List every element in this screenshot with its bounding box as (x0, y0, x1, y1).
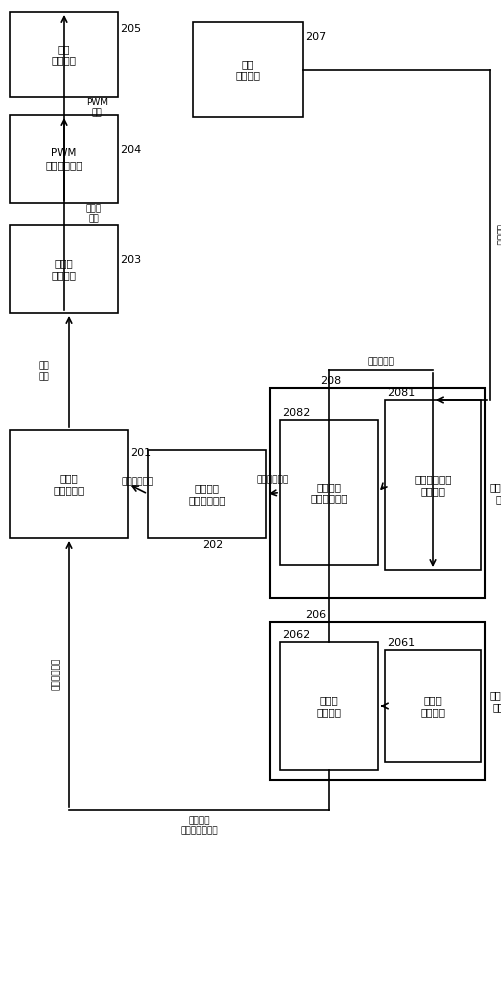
Text: 片圖像
選擇單元: 片圖像 選擇單元 (316, 695, 341, 717)
Text: 206: 206 (305, 610, 326, 620)
Bar (270, 388, 484, 598)
Text: 伽馬校正信息
計算單元: 伽馬校正信息 計算單元 (413, 474, 451, 496)
Text: 2061: 2061 (386, 638, 414, 648)
Text: 輸入圖像
數據（片圖像）: 輸入圖像 數據（片圖像） (180, 816, 217, 835)
Text: 片選擇信息: 片選擇信息 (367, 357, 394, 366)
Text: 205: 205 (120, 24, 141, 34)
Text: 伽馬校正
信息存儲單元: 伽馬校正 信息存儲單元 (188, 483, 225, 505)
Text: 片圖像
存儲單元: 片圖像 存儲單元 (420, 695, 444, 717)
Text: 208: 208 (319, 376, 341, 386)
Text: 203: 203 (120, 255, 141, 265)
Bar (280, 642, 377, 770)
Bar (192, 22, 303, 117)
Text: 伽馬校
正處理單元: 伽馬校 正處理單元 (53, 473, 85, 495)
Text: 半色調
數據: 半色調 數據 (86, 204, 102, 224)
Text: 圖像
形成單元: 圖像 形成單元 (52, 44, 76, 65)
Text: 濃度
檢測單元: 濃度 檢測單元 (235, 59, 260, 80)
Text: 2081: 2081 (386, 388, 414, 398)
Text: 伽馬校正信息
更新單元: 伽馬校正信息 更新單元 (489, 482, 501, 504)
Text: 204: 204 (120, 145, 141, 155)
Bar (10, 115, 118, 203)
Text: 207: 207 (305, 32, 326, 42)
Text: 圖像
數據: 圖像 數據 (38, 362, 49, 381)
Text: PWM
信號: PWM 信號 (86, 98, 108, 117)
Text: 2082: 2082 (282, 408, 310, 418)
Bar (384, 650, 480, 762)
Bar (148, 450, 266, 538)
Text: 伽馬校正信息: 伽馬校正信息 (257, 476, 289, 485)
Text: 201: 201 (130, 448, 151, 458)
Text: 片圖像輸出
指示單元: 片圖像輸出 指示單元 (489, 690, 501, 712)
Text: PWM
信號生成單元: PWM 信號生成單元 (45, 148, 83, 170)
Text: 伽馬校正
信息設置單元: 伽馬校正 信息設置單元 (310, 482, 347, 503)
Bar (384, 400, 480, 570)
Text: 輸入圖像數據: 輸入圖像數據 (52, 658, 61, 690)
Bar (10, 12, 118, 97)
Text: 伽馬校正信息: 伽馬校正信息 (122, 477, 154, 486)
Text: 濃度信息: 濃度信息 (494, 224, 501, 245)
Text: 202: 202 (201, 540, 223, 550)
Text: 半色調
處理單元: 半色調 處理單元 (52, 258, 76, 280)
Text: 2062: 2062 (282, 630, 310, 640)
Bar (270, 622, 484, 780)
Bar (10, 225, 118, 313)
Bar (10, 430, 128, 538)
Bar (280, 420, 377, 565)
